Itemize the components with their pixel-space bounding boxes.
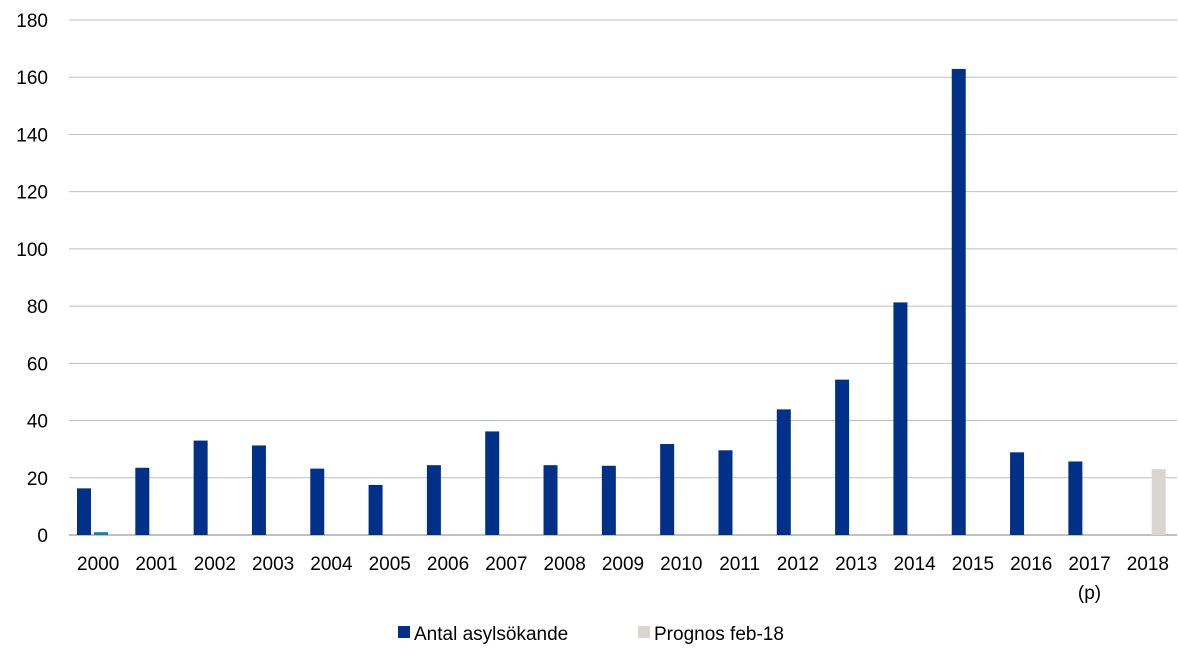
x-tick-label: 2001 [135, 554, 177, 575]
bar-antal-asylsokande-2003 [251, 445, 266, 535]
x-tick-label: 2007 [485, 554, 527, 575]
x-tick-label: 2013 [835, 554, 877, 575]
y-tick-label: 40 [27, 412, 48, 433]
x-tick-label: 2015 [952, 554, 994, 575]
bar-prognos-feb-18-2000 [94, 532, 108, 535]
x-tick-label: 2009 [602, 554, 644, 575]
y-tick-label: 80 [27, 297, 48, 318]
x-tick-label: 2004 [310, 554, 353, 575]
legend-swatch-prognos-feb-18 [638, 626, 650, 638]
legend: Antal asylsökande Prognos feb-18 [398, 624, 784, 645]
x-tick-label: 2017 [1068, 554, 1110, 575]
x-tick-label: 2018 [1127, 554, 1169, 575]
y-tick-label: 60 [27, 354, 48, 375]
y-tick-label: 180 [16, 11, 48, 32]
bar-antal-asylsokande-2017 [1068, 461, 1083, 535]
bar-antal-asylsokande-2005 [368, 484, 383, 535]
y-tick-label: 0 [37, 526, 48, 547]
bar-prognos-feb-18-2018 [1151, 469, 1166, 535]
x-tick-label: 2016 [1010, 554, 1052, 575]
bar-antal-asylsokande-2008 [543, 465, 558, 535]
legend-label-prognos-feb-18: Prognos feb-18 [654, 624, 784, 645]
bar-antal-asylsokande-2013 [835, 379, 850, 535]
y-axis-tick-labels: 0 20 40 60 80 100 120 140 160 180 [16, 11, 48, 547]
bar-antal-asylsokande-2007 [485, 431, 500, 535]
y-tick-label: 140 [16, 125, 48, 146]
legend-label-antal-asylsokande: Antal asylsökande [414, 624, 568, 645]
x-tick-label: 2002 [194, 554, 236, 575]
x-tick-label: 2014 [893, 554, 936, 575]
y-tick-label: 160 [16, 68, 48, 89]
x-tick-label: 2006 [427, 554, 469, 575]
x-tick-label: 2000 [77, 554, 119, 575]
bar-antal-asylsokande-2004 [310, 468, 325, 535]
bar-antal-asylsokande-2002 [193, 440, 208, 535]
bar-antal-asylsokande-2016 [1010, 452, 1025, 535]
y-tick-label: 100 [16, 240, 48, 261]
y-tick-label: 120 [16, 183, 48, 204]
bar-antal-asylsokande-2014 [893, 302, 908, 535]
x-tick-label: 2008 [544, 554, 586, 575]
bar-antal-asylsokande-2001 [135, 467, 150, 535]
bar-antal-asylsokande-2012 [776, 409, 791, 535]
x-tick-sublabel: (p) [1078, 583, 1101, 604]
x-tick-label: 2003 [252, 554, 294, 575]
bar-antal-asylsokande-2000 [77, 488, 91, 535]
bars [77, 68, 1166, 536]
legend-swatch-antal-asylsokande [398, 626, 410, 638]
x-axis-tick-labels: 2000 2001 2002 2003 2004 2005 2006 2007 2008 2009… [77, 554, 1169, 604]
y-tick-label: 20 [27, 469, 48, 490]
bar-antal-asylsokande-2010 [660, 444, 675, 535]
x-tick-label: 2005 [369, 554, 411, 575]
x-tick-label: 2012 [777, 554, 819, 575]
bar-antal-asylsokande-2015 [951, 68, 966, 536]
x-tick-label: 2010 [660, 554, 702, 575]
bar-antal-asylsokande-2006 [426, 465, 441, 535]
bar-antal-asylsokande-2009 [601, 465, 616, 535]
x-tick-label: 2011 [719, 554, 760, 575]
bar-antal-asylsokande-2011 [718, 450, 733, 535]
